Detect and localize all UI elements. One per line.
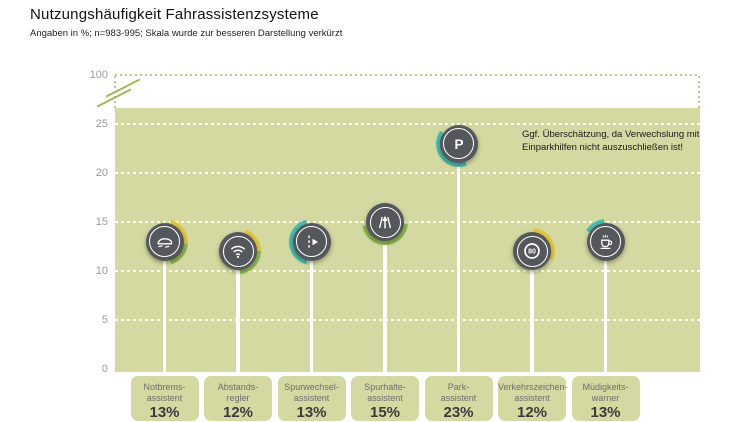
lollipop-marker	[145, 222, 184, 261]
radar-waves-icon	[222, 235, 254, 267]
lollipop-stem	[162, 241, 167, 372]
chart-subtitle: Angaben in %; n=983-995; Skala wurde zur…	[30, 28, 343, 39]
value-label: 15%	[369, 404, 401, 421]
axis-break-slash-icon	[105, 78, 141, 98]
lollipop-marker	[366, 203, 404, 241]
lollipop-marker	[219, 232, 257, 271]
lollipop-marker: 80	[513, 232, 551, 271]
category-label-box: Verkehrszeichen-assistent 12%	[498, 376, 568, 421]
annotation-note: Ggf. Überschätzung, da Verwechslung mit …	[522, 129, 700, 153]
value-label: 12%	[516, 404, 548, 421]
category-label-box: Spurhalte-assistent 15%	[351, 376, 419, 421]
value-label: 13%	[590, 404, 621, 421]
category-label: Spurhalte-	[364, 382, 406, 392]
svg-text:80: 80	[528, 249, 536, 256]
axis-break-dotted-left	[114, 76, 116, 108]
lane-keep-icon	[369, 206, 401, 238]
y-axis-tick-label: 20	[95, 167, 108, 179]
category-label: Notbrems-	[143, 382, 186, 392]
lollipop-stem	[456, 143, 461, 372]
lollipop-stem	[383, 222, 387, 372]
lollipop-stem	[530, 251, 534, 372]
category-label-box: Müdigkeits-warner 13%	[571, 376, 640, 421]
category-label: assistent	[146, 392, 183, 403]
category-label: Park-	[447, 382, 470, 392]
category-label-box: Abstands-regler 12%	[204, 376, 272, 421]
value-label: 13%	[296, 404, 327, 421]
category-label: assistent	[440, 392, 477, 403]
emergency-brake-icon	[149, 226, 180, 258]
lollipop-marker	[292, 222, 331, 261]
plot-area	[115, 108, 700, 372]
category-label-box: Spurwechsel-assistent 13%	[277, 376, 346, 421]
category-label: Abstands-	[217, 382, 259, 392]
axis-top-dotted-line	[115, 74, 700, 76]
category-label: assistent	[293, 392, 330, 403]
lollipop-marker: P	[439, 124, 478, 163]
lollipop-marker	[586, 222, 625, 261]
category-label: warner	[591, 392, 620, 403]
category-label-box: Park-assistent 23%	[424, 376, 493, 421]
value-label: 12%	[222, 404, 254, 421]
category-label: Müdigkeits-	[582, 382, 629, 392]
category-label: assistent	[514, 392, 550, 403]
y-axis-tick-label: 10	[95, 265, 108, 277]
coffee-cup-icon	[590, 226, 621, 258]
category-label: Spurwechsel-	[284, 382, 339, 392]
gridline	[115, 123, 700, 125]
y-axis-tick-label: 0	[101, 363, 108, 375]
category-label-box: Notbrems-assistent 13%	[130, 376, 199, 421]
chart-title: Nutzungshäufigkeit Fahrassistenzsysteme	[30, 6, 319, 23]
category-label: assistent	[367, 392, 403, 403]
y-axis-tick-label: 15	[95, 216, 108, 228]
svg-text:P: P	[454, 136, 463, 151]
y-axis-top-tick-label: 100	[89, 69, 108, 81]
parking-icon: P	[443, 128, 474, 160]
value-label: 23%	[443, 404, 474, 421]
lane-change-icon	[296, 226, 327, 258]
speed-limit-80-icon: 80	[516, 235, 548, 267]
lollipop-stem	[603, 241, 608, 372]
y-axis-tick-label: 25	[95, 118, 108, 130]
value-label: 13%	[149, 404, 180, 421]
category-label: regler	[226, 392, 250, 403]
gridline	[115, 172, 700, 174]
gridline	[115, 270, 700, 272]
lollipop-stem	[236, 251, 240, 372]
lollipop-stem	[309, 241, 314, 372]
y-axis-tick-label: 5	[101, 314, 108, 326]
category-label: Verkehrszeichen-	[498, 382, 568, 392]
axis-break-dotted-right	[698, 76, 700, 108]
gridline	[115, 319, 700, 321]
